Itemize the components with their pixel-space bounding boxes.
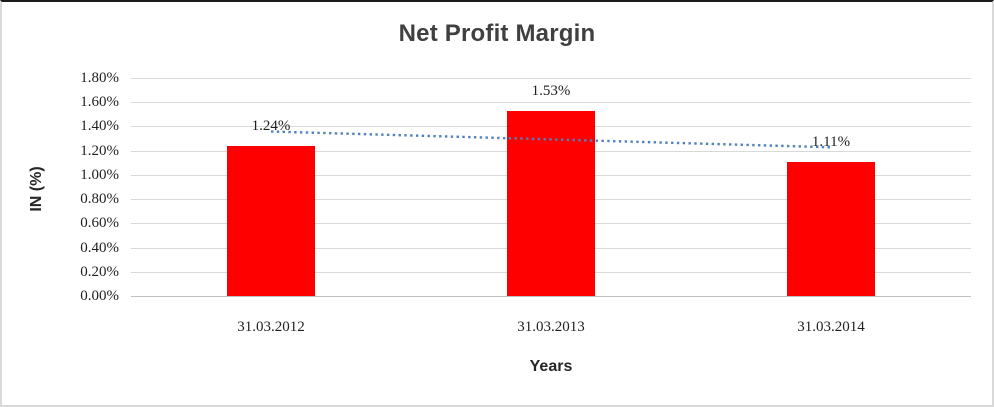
x-category-label: 31.03.2014	[797, 319, 865, 335]
data-label: 1.11%	[811, 133, 851, 150]
gridline	[131, 78, 971, 79]
y-tick-label: 0.60%	[80, 215, 119, 232]
y-axis-title: IN (%)	[28, 166, 45, 212]
y-tick-label: 0.00%	[80, 288, 119, 304]
x-axis-line	[131, 296, 971, 297]
x-axis-title: Years	[529, 358, 573, 375]
data-label: 1.24%	[251, 117, 291, 134]
y-tick-label: 0.40%	[80, 239, 119, 256]
y-tick-label: 1.60%	[80, 94, 119, 111]
y-tick-label: 1.20%	[80, 142, 119, 159]
data-label: 1.53%	[531, 82, 571, 99]
y-tick-label: 0.20%	[80, 263, 119, 280]
gridline	[131, 102, 971, 104]
bar-31.03.2013	[507, 110, 595, 296]
x-category-label: 31.03.2013	[517, 319, 585, 335]
y-tick-label: 1.00%	[80, 166, 119, 183]
y-tick-label: 1.80%	[80, 70, 119, 86]
bar-31.03.2014	[787, 161, 875, 296]
bar-31.03.2012	[227, 145, 315, 296]
chart-title: Net Profit Margin	[398, 20, 596, 47]
y-tick-label: 0.80%	[80, 191, 119, 208]
y-tick-label: 1.40%	[80, 118, 119, 135]
x-category-label: 31.03.2012	[237, 319, 305, 335]
